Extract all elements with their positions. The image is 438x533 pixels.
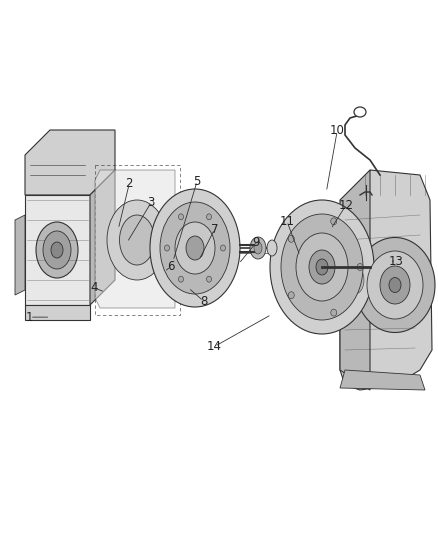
Ellipse shape <box>107 200 167 280</box>
Ellipse shape <box>165 245 170 251</box>
Ellipse shape <box>288 235 294 243</box>
Ellipse shape <box>160 202 230 294</box>
Polygon shape <box>25 305 90 320</box>
Ellipse shape <box>206 214 212 220</box>
Text: 2: 2 <box>125 177 133 190</box>
Polygon shape <box>340 370 425 390</box>
Ellipse shape <box>331 218 337 225</box>
Ellipse shape <box>296 233 348 301</box>
Polygon shape <box>95 170 175 308</box>
Ellipse shape <box>354 107 366 117</box>
Ellipse shape <box>316 259 328 275</box>
Text: 14: 14 <box>207 340 222 353</box>
Ellipse shape <box>270 200 374 334</box>
Text: 11: 11 <box>279 215 294 228</box>
Ellipse shape <box>186 236 204 260</box>
Ellipse shape <box>150 189 240 307</box>
Polygon shape <box>340 170 370 390</box>
Polygon shape <box>90 170 115 305</box>
Ellipse shape <box>51 242 63 258</box>
Text: 6: 6 <box>167 260 175 273</box>
Ellipse shape <box>288 292 294 298</box>
Text: 1: 1 <box>26 311 34 324</box>
Text: 9: 9 <box>252 236 260 249</box>
Ellipse shape <box>179 276 184 282</box>
Ellipse shape <box>380 266 410 304</box>
Ellipse shape <box>120 215 155 265</box>
Text: 13: 13 <box>389 255 404 268</box>
Ellipse shape <box>206 276 212 282</box>
Ellipse shape <box>389 278 401 293</box>
Text: 8: 8 <box>200 295 207 308</box>
Text: 5: 5 <box>194 175 201 188</box>
Polygon shape <box>340 170 432 390</box>
Ellipse shape <box>254 242 262 254</box>
Polygon shape <box>25 130 115 195</box>
Ellipse shape <box>357 263 363 271</box>
Text: 10: 10 <box>330 124 345 137</box>
Ellipse shape <box>250 237 266 259</box>
Ellipse shape <box>267 240 277 256</box>
Ellipse shape <box>175 222 215 274</box>
Ellipse shape <box>355 238 435 333</box>
Polygon shape <box>25 195 90 305</box>
Ellipse shape <box>309 250 335 284</box>
Text: 4: 4 <box>90 281 98 294</box>
Ellipse shape <box>179 214 184 220</box>
Ellipse shape <box>346 266 364 294</box>
Ellipse shape <box>220 245 226 251</box>
Ellipse shape <box>36 222 78 278</box>
Ellipse shape <box>367 251 423 319</box>
Text: 3: 3 <box>148 196 155 209</box>
Ellipse shape <box>43 231 71 269</box>
Text: 7: 7 <box>211 223 219 236</box>
Text: 12: 12 <box>339 199 353 212</box>
Polygon shape <box>15 215 25 295</box>
Ellipse shape <box>281 214 363 320</box>
Ellipse shape <box>331 309 337 316</box>
